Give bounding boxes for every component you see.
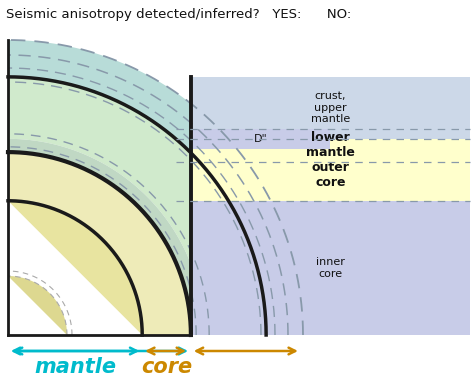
Text: Seismic anisotropy detected/inferred?   YES:      NO:: Seismic anisotropy detected/inferred? YE… bbox=[6, 8, 351, 21]
Text: inner
core: inner core bbox=[316, 257, 345, 279]
Text: D": D" bbox=[254, 134, 267, 144]
Text: lower
mantle: lower mantle bbox=[306, 132, 355, 160]
Polygon shape bbox=[8, 40, 303, 335]
Polygon shape bbox=[8, 152, 191, 335]
Bar bbox=[191, 77, 470, 139]
Polygon shape bbox=[8, 201, 142, 335]
Text: mantle: mantle bbox=[34, 357, 116, 377]
Bar bbox=[191, 139, 470, 152]
Polygon shape bbox=[8, 139, 204, 335]
Text: outer
core: outer core bbox=[311, 161, 349, 189]
Bar bbox=[191, 149, 470, 201]
Polygon shape bbox=[8, 77, 266, 335]
Bar bbox=[191, 129, 330, 149]
Polygon shape bbox=[8, 276, 67, 335]
Text: core: core bbox=[141, 357, 192, 377]
Text: crust,
upper
mantle: crust, upper mantle bbox=[311, 91, 350, 124]
Bar bbox=[191, 201, 470, 335]
